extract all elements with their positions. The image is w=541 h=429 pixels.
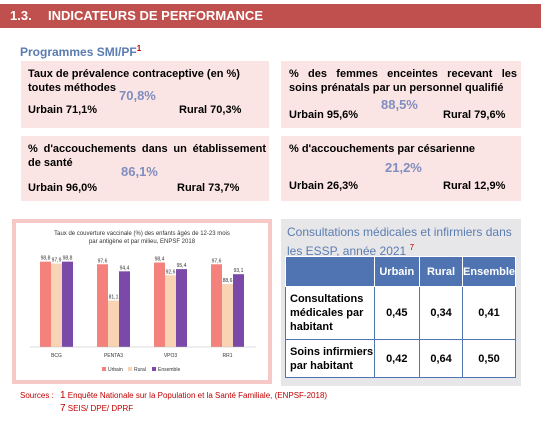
footnote-ref: 7 [409, 243, 415, 252]
bar-rr1-rural [222, 284, 233, 347]
bar-bcg-rural [51, 263, 62, 347]
indicator-urbain: Urbain 95,6% [289, 109, 359, 121]
bar-penta3-rural [108, 300, 119, 347]
indicator-rural: Rural 12,9% [443, 180, 506, 192]
x-tick-label: VPO3 [164, 353, 178, 359]
bar-rr1-ensemble [233, 274, 244, 347]
bar-rr1-urbain [211, 264, 222, 347]
source-text: SEIS/ DPE/ DPRF [67, 404, 134, 413]
bar-value-label: 98,8 [63, 256, 73, 262]
legend-swatch [102, 367, 106, 371]
bar-value-label: 97,6 [98, 258, 108, 264]
legend-label: Urbain [108, 367, 123, 373]
table-corner-cell [285, 256, 375, 287]
bar-value-label: 93,1 [234, 268, 244, 274]
x-tick-label: RR1 [222, 353, 232, 359]
bar-value-label: 92,6 [166, 269, 176, 275]
bar-value-label: 98,4 [155, 257, 165, 263]
indicator-label: Taux de prévalence contraceptive (en %) … [28, 68, 240, 94]
table-cell: 0,41 [462, 286, 516, 340]
section-header: 1.3. INDICATEURS DE PERFORMANCE [0, 4, 541, 28]
source-item: 7 SEIS/ DPE/ DPRF [60, 403, 133, 414]
row-label: Soins infirmiers par habitant [285, 339, 375, 378]
chart-title-line-1: Taux de couverture vaccinale (%) des enf… [54, 231, 230, 237]
sources-label: Sources : [20, 391, 54, 400]
bar-bcg-ensemble [62, 261, 73, 347]
consultations-panel: Consultations médicales et infirmiers da… [281, 219, 521, 386]
footnote-ref: 1 [136, 44, 142, 53]
bar-vpo3-rural [165, 275, 176, 347]
bar-value-label: 97,6 [212, 258, 222, 264]
vaccination-chart: Taux de couverture vaccinale (%) des enf… [30, 231, 256, 373]
source-item: 1 Enquête Nationale sur la Population et… [60, 390, 327, 401]
row-label: Consultations médicales par habitant [285, 286, 375, 340]
table-header-row: Urbain Rural Ensemble [285, 256, 516, 287]
consultations-title: Consultations médicales et infirmiers da… [287, 225, 517, 259]
table-row: Consultations médicales par habitant 0,4… [285, 286, 516, 340]
indicator-rural: Rural 70,3% [179, 104, 242, 116]
bar-value-label: 95,4 [177, 263, 187, 269]
indicator-value: 86,1% [121, 164, 158, 179]
x-tick-label: BCG [51, 353, 62, 359]
indicator-value: 70,8% [119, 88, 156, 103]
indicator-rural: Rural 73,7% [177, 182, 240, 194]
table-cell: 0,50 [462, 339, 516, 378]
bar-vpo3-ensemble [176, 269, 187, 347]
x-tick-label: PENTA3 [104, 353, 123, 359]
legend-swatch [152, 367, 156, 371]
bar-penta3-ensemble [119, 271, 130, 347]
col-header-urbain: Urbain [373, 256, 421, 287]
indicator-box-accouchements: % d'accouchements dans un établissement … [21, 136, 269, 201]
table-cell: 0,34 [419, 286, 464, 340]
bar-penta3-urbain [97, 264, 108, 347]
vaccination-chart-frame: Taux de couverture vaccinale (%) des enf… [12, 219, 272, 384]
table-row: Soins infirmiers par habitant 0,42 0,64 … [285, 339, 516, 378]
bar-value-label: 98,8 [41, 256, 51, 262]
col-header-rural: Rural [419, 256, 464, 287]
bar-value-label: 94,4 [120, 265, 130, 271]
bar-value-label: 81,1 [109, 295, 119, 301]
table-cell: 0,42 [373, 339, 421, 378]
indicator-label: % d'accouchements par césarienne [289, 143, 476, 155]
table-cell: 0,64 [419, 339, 464, 378]
indicator-rural: Rural 79,6% [443, 109, 506, 121]
bar-bcg-urbain [40, 261, 51, 347]
section-number: 1.3. [10, 8, 32, 23]
legend-label: Rural [134, 367, 146, 373]
indicator-urbain: Urbain 71,1% [28, 104, 98, 116]
source-number: 1 [60, 390, 66, 401]
indicator-box-prenatal: % des femmes enceintes recevant les soin… [281, 61, 521, 128]
chart-title-line-2: par antigène et par milieu, ENPSF 2018 [89, 239, 196, 245]
programmes-title: Programmes SMI/PF1 [20, 44, 141, 59]
programmes-title-text: Programmes SMI/PF [20, 45, 137, 59]
col-header-ensemble: Ensemble [462, 256, 516, 287]
indicator-box-cesarienne: % d'accouchements par césarienne 21,2% U… [281, 136, 521, 201]
indicator-urbain: Urbain 26,3% [289, 180, 359, 192]
consultations-title-text: Consultations médicales et infirmiers da… [287, 225, 512, 258]
bar-value-label: 88,6 [223, 278, 233, 284]
bar-vpo3-urbain [154, 262, 165, 347]
indicator-box-contraceptive: Taux de prévalence contraceptive (en %) … [21, 61, 269, 128]
consultations-table: Urbain Rural Ensemble Consultations médi… [285, 256, 516, 378]
legend-swatch [128, 367, 132, 371]
indicator-urbain: Urbain 96,0% [28, 182, 98, 194]
source-text: Enquête Nationale sur la Population et l… [67, 391, 328, 400]
table-cell: 0,45 [373, 286, 421, 340]
indicator-label: % d'accouchements dans un établissement … [28, 143, 266, 169]
indicator-label: % des femmes enceintes recevant les soin… [289, 68, 517, 94]
bar-value-label: 97,9 [52, 258, 62, 264]
section-title: INDICATEURS DE PERFORMANCE [48, 8, 263, 23]
legend-label: Ensemble [158, 367, 180, 373]
source-number: 7 [60, 403, 66, 414]
indicator-value: 21,2% [385, 160, 422, 175]
indicator-value: 88,5% [381, 97, 418, 112]
